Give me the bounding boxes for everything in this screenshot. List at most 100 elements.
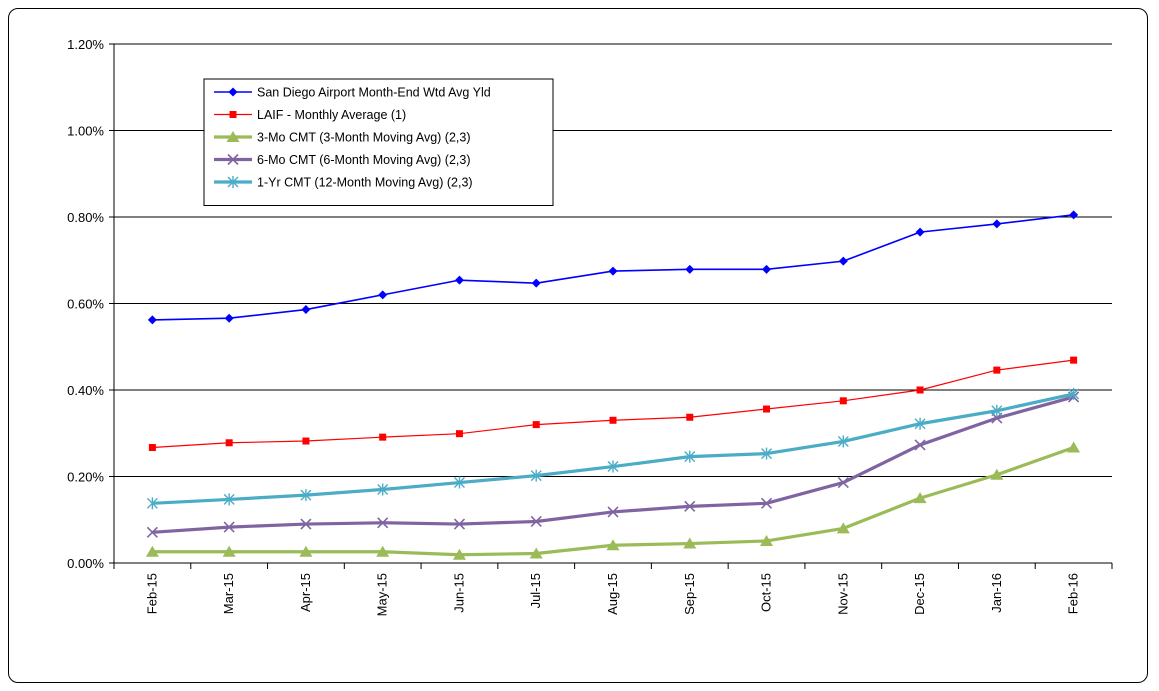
series-point <box>993 366 1001 374</box>
x-marker-stroke <box>607 506 619 518</box>
chart-frame <box>8 8 1148 683</box>
square-marker <box>993 366 1001 374</box>
square-marker <box>1070 356 1078 364</box>
triangle-marker <box>606 539 620 551</box>
x-marker-stroke <box>377 517 389 529</box>
series-lines <box>145 210 1081 560</box>
y-tick-label: 1.20% <box>67 37 104 52</box>
series-point <box>453 476 465 489</box>
diamond-marker <box>1069 210 1079 220</box>
series-point <box>222 545 236 557</box>
diamond-marker <box>301 305 311 315</box>
legend-entry: LAIF - Monthly Average (1) <box>214 108 406 122</box>
series-point <box>377 517 389 529</box>
series-point <box>1070 356 1078 364</box>
series-point <box>530 515 542 528</box>
series-point <box>452 548 466 560</box>
y-tick-label: 0.60% <box>67 297 104 312</box>
series-point <box>377 483 389 496</box>
x-tick-label: Feb-15 <box>144 573 159 614</box>
x-marker-stroke <box>914 439 926 451</box>
diamond-marker <box>224 313 234 323</box>
square-marker <box>302 437 310 445</box>
series-point <box>760 534 774 546</box>
series-point <box>913 492 927 504</box>
legend-label: 1-Yr CMT (12-Month Moving Avg) (2,3) <box>257 176 473 190</box>
diamond-marker <box>685 264 695 274</box>
y-tick-label: 0.00% <box>67 556 104 571</box>
x-tick-label: Feb-16 <box>1066 573 1081 614</box>
series-line <box>152 359 1074 449</box>
series-point <box>532 421 540 429</box>
square-marker <box>609 416 617 424</box>
y-tick-label: 0.20% <box>67 470 104 485</box>
triangle-marker <box>836 522 850 534</box>
x-tick-label: Jun-15 <box>451 573 466 613</box>
x-marker-stroke <box>530 515 542 528</box>
series-point <box>609 416 617 424</box>
series-point <box>915 227 925 237</box>
legend-entry: 1-Yr CMT (12-Month Moving Avg) (2,3) <box>214 176 473 190</box>
legend: San Diego Airport Month-End Wtd Avg Yld L… <box>203 78 554 206</box>
square-marker <box>839 397 847 405</box>
x-tick-label: Jul-15 <box>528 573 543 608</box>
x-tick-label: Oct-15 <box>759 573 774 612</box>
series-point <box>914 439 926 451</box>
x-tick-label: Mar-15 <box>221 573 236 614</box>
series-point <box>146 526 158 538</box>
series-5 <box>146 387 1080 510</box>
series-point <box>684 450 696 463</box>
legend-label: 3-Mo CMT (3-Month Moving Avg) (2,3) <box>257 131 471 145</box>
series-point <box>454 275 464 285</box>
x-marker-stroke <box>300 518 312 530</box>
x-axis-tick-labels: Feb-15 Mar-15 Apr-15 May-15 Jun-15 Jul-15 Aug-… <box>144 573 1080 616</box>
series-point <box>302 437 310 445</box>
triangle-marker <box>913 492 927 504</box>
series-point <box>916 386 924 394</box>
series-point <box>836 522 850 534</box>
x-tick-label: Apr-15 <box>298 573 313 612</box>
series-point <box>300 518 312 530</box>
legend-entry: 6-Mo CMT (6-Month Moving Avg) (2,3) <box>214 153 471 167</box>
legend-entry: 3-Mo CMT (3-Month Moving Avg) (2,3) <box>214 131 471 145</box>
series-point <box>837 476 849 489</box>
series-point <box>684 500 696 512</box>
series-point <box>229 111 237 118</box>
x-tick-label: Dec-15 <box>912 573 927 615</box>
series-point <box>686 413 694 421</box>
series-point <box>837 435 849 448</box>
square-marker <box>532 421 540 429</box>
y-tick-label: 1.00% <box>67 124 104 139</box>
series-point <box>608 266 618 276</box>
legend-entry: San Diego Airport Month-End Wtd Avg Yld <box>214 86 491 100</box>
legend-label: 6-Mo CMT (6-Month Moving Avg) (2,3) <box>257 153 471 167</box>
series-2 <box>148 356 1078 452</box>
x-marker-stroke <box>453 518 466 530</box>
square-marker <box>763 405 771 413</box>
series-point <box>146 497 158 510</box>
y-axis-tick-labels: 0.00% 0.20% 0.40% 0.60% 0.80% 1.00% 1.20% <box>67 37 104 571</box>
series-point <box>301 305 311 315</box>
series-point <box>223 493 235 506</box>
triangle-marker <box>529 547 543 559</box>
series-point <box>990 468 1004 480</box>
series-point <box>225 439 233 447</box>
series-line <box>152 392 1074 505</box>
triangle-marker <box>299 545 313 557</box>
series-point <box>530 469 542 482</box>
diamond-marker <box>454 275 464 285</box>
series-point <box>223 521 235 533</box>
diamond-marker <box>378 290 388 300</box>
x-tick-label: Nov-15 <box>835 573 850 615</box>
triangle-marker <box>222 545 236 557</box>
y-tick-label: 0.40% <box>67 383 104 398</box>
series-point <box>148 444 156 452</box>
series-point <box>300 489 312 502</box>
legend-box <box>203 78 554 206</box>
x-marker-stroke <box>223 521 235 533</box>
series-point <box>378 290 388 300</box>
series-point <box>299 545 313 557</box>
series-point <box>224 313 234 323</box>
triangle-marker <box>683 537 697 549</box>
triangle-marker <box>145 545 159 557</box>
